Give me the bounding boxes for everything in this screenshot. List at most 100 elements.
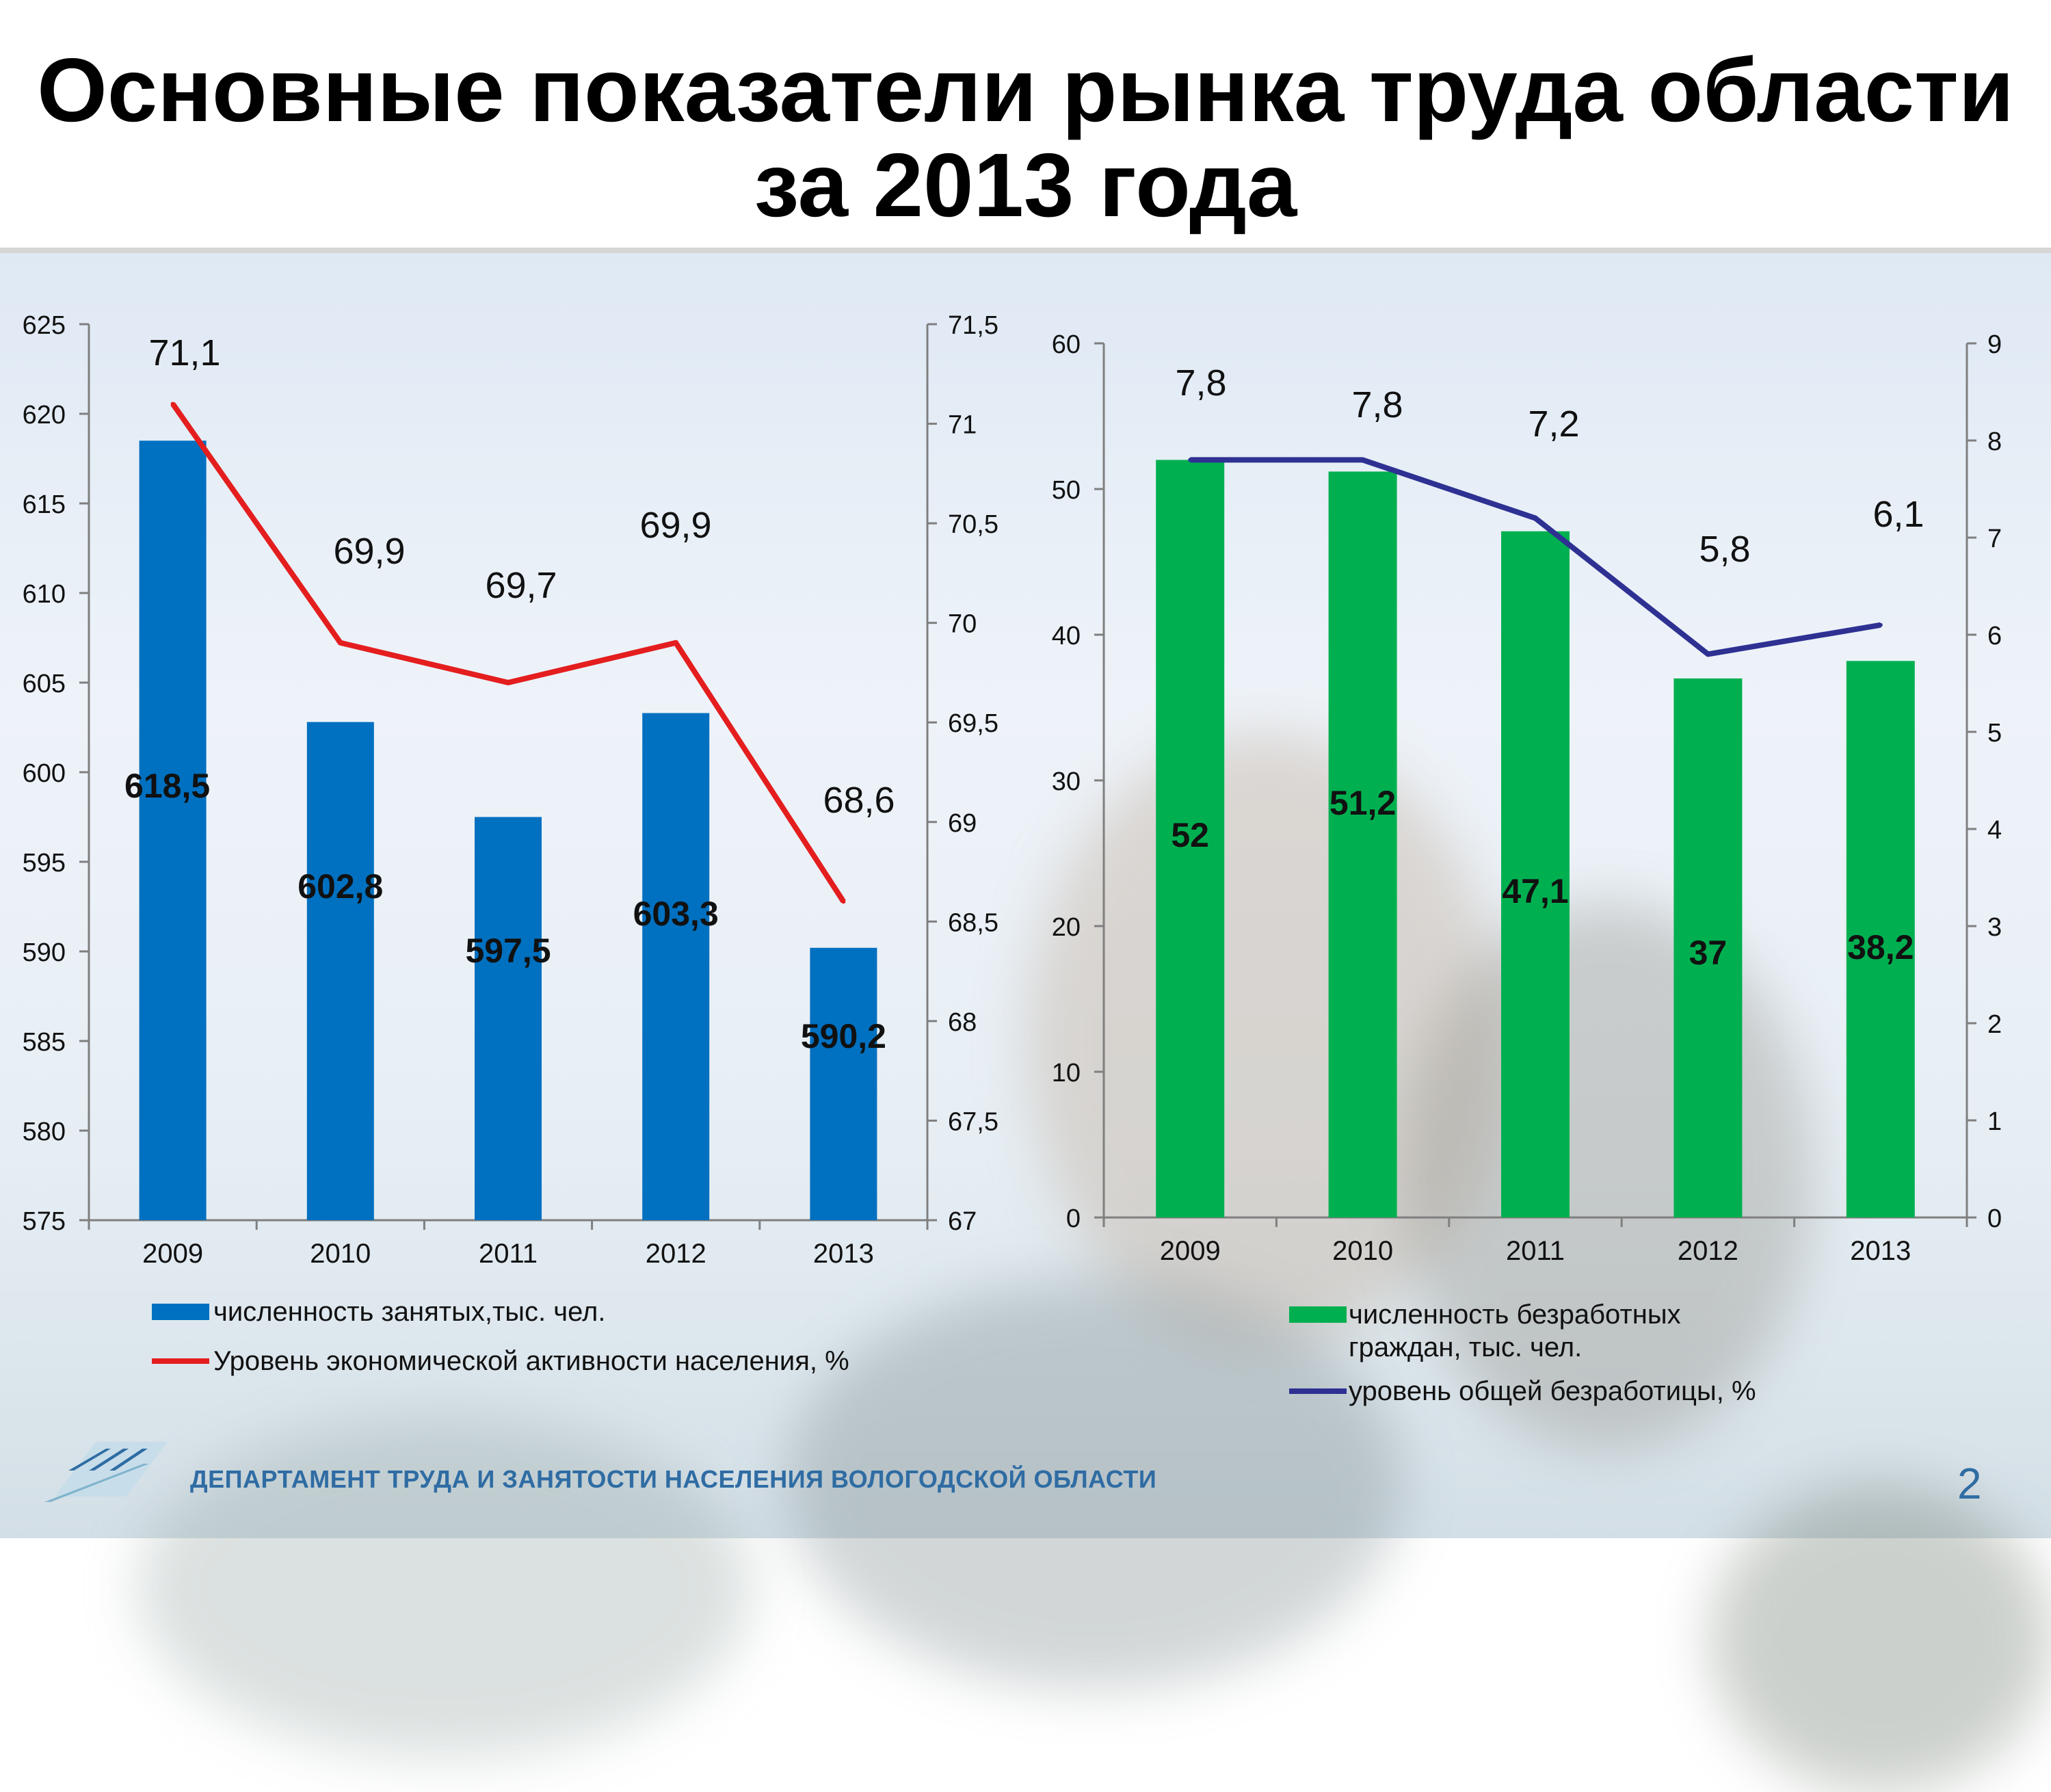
chart1-y-left-tick-label: 580 — [23, 1118, 66, 1146]
chart2-line-value-label: 7,8 — [1351, 384, 1403, 425]
chart1-line-point — [338, 640, 343, 645]
chart2-y-right-tick-label: 4 — [1987, 816, 2002, 845]
chart1-bar — [642, 713, 710, 1220]
chart1-y-right-tick-label: 71 — [948, 411, 977, 440]
legend-swatch-unemployed — [1289, 1306, 1347, 1323]
chart2-bar-value-label: 52 — [1171, 816, 1209, 854]
chart2-y-left-tick-label: 60 — [1052, 330, 1081, 359]
chart1-x-tick-label: 2010 — [310, 1239, 371, 1269]
background-photo-blur — [1402, 903, 1812, 1450]
chart2-y-right-tick-label: 3 — [1987, 913, 2002, 942]
chart2-line-point — [1360, 458, 1365, 462]
chart2-y-right-tick-label: 7 — [1987, 525, 2002, 553]
chart1-y-left-tick-label: 620 — [23, 401, 66, 430]
chart1-bar-value-label: 603,3 — [633, 895, 719, 933]
slide-header: Основные показатели рынка труда области … — [0, 0, 2051, 248]
chart2-y-right-tick-label: 2 — [1987, 1010, 2002, 1039]
legend-label-unemployment-rate: уровень общей безработицы, % — [1349, 1376, 1756, 1406]
header-divider — [0, 248, 2051, 253]
chart2-y-left-tick-label: 40 — [1052, 622, 1081, 650]
chart1-line-point — [674, 640, 678, 645]
chart1-y-right-tick-label: 71,5 — [948, 311, 998, 340]
chart1-bar — [475, 817, 542, 1220]
chart1-y-left-tick-label: 625 — [23, 311, 66, 340]
chart1-x-tick-label: 2009 — [142, 1239, 203, 1269]
chart2-bar-value-label: 47,1 — [1502, 872, 1568, 910]
chart1-y-right-tick-label: 70 — [948, 610, 977, 639]
chart1-y-left-tick-label: 585 — [23, 1028, 66, 1057]
chart1-bar — [810, 947, 877, 1220]
legend-label-employed: численность занятых,тыс. чел. — [213, 1297, 606, 1327]
chart2-line-value-label: 7,2 — [1528, 404, 1579, 445]
chart2-line-point — [1878, 622, 1883, 627]
legend-label-unemployed-line-1: численность безработных — [1349, 1300, 1681, 1330]
chart1-x-tick-label: 2013 — [813, 1239, 874, 1269]
legend-swatch-unemployment-rate — [1289, 1388, 1347, 1394]
slide-title-line-1: Основные показатели рынка труда области — [37, 40, 2014, 140]
chart2-line-value-label: 6,1 — [1873, 494, 1924, 535]
chart1-line-value-label: 69,7 — [485, 565, 557, 606]
chart1-y-left-tick-label: 590 — [23, 938, 66, 967]
chart2-bar — [1846, 661, 1915, 1217]
chart1-y-right-tick-label: 67,5 — [948, 1107, 998, 1136]
chart1-bar-value-label: 602,8 — [297, 867, 383, 906]
chart2-bar — [1328, 471, 1397, 1218]
chart1-line-value-label: 69,9 — [333, 531, 405, 572]
chart2-line-value-label: 5,8 — [1699, 529, 1750, 570]
chart2-line-point — [1188, 458, 1193, 462]
chart2-bar — [1156, 460, 1225, 1217]
chart2-x-tick-label: 2011 — [1506, 1236, 1565, 1266]
slide-title-line-2: за 2013 года — [754, 135, 1297, 235]
chart1-x-tick-label: 2012 — [646, 1239, 706, 1269]
chart1-y-left-tick-label: 600 — [23, 759, 66, 788]
chart1-y-right-tick-label: 68,5 — [948, 908, 998, 937]
legend-swatch-activity — [152, 1358, 209, 1364]
chart1-x-tick-label: 2011 — [479, 1239, 538, 1269]
chart1-line-point — [841, 899, 846, 904]
chart2-x-tick-label: 2010 — [1332, 1236, 1393, 1266]
chart2-y-right-tick-label: 1 — [1987, 1107, 2002, 1136]
chart1-y-right-tick-label: 67 — [948, 1207, 977, 1236]
chart2-y-left-tick-label: 0 — [1066, 1204, 1081, 1233]
chart1-y-left-tick-label: 610 — [23, 580, 66, 609]
chart2-y-left-tick-label: 10 — [1052, 1059, 1081, 1088]
chart2-y-right-tick-label: 5 — [1987, 719, 2002, 748]
page-number: 2 — [1957, 1459, 1982, 1508]
chart2-line-point — [1706, 652, 1710, 657]
legend-label-activity: Уровень экономической активности населен… — [213, 1346, 849, 1376]
chart1-line-point — [170, 401, 175, 406]
chart2-bar — [1501, 531, 1570, 1217]
chart2-x-tick-label: 2013 — [1850, 1236, 1911, 1266]
chart2-line-value-label: 7,8 — [1175, 363, 1226, 404]
chart1-line-value-label: 71,1 — [148, 332, 220, 373]
chart2-y-left-tick-label: 30 — [1052, 767, 1081, 796]
chart1-y-right-tick-label: 69 — [948, 809, 977, 838]
chart2-y-right-tick-label: 9 — [1987, 330, 2002, 359]
chart1-line-value-label: 68,6 — [823, 780, 895, 821]
chart2-bar-value-label: 37 — [1689, 934, 1728, 972]
chart1-bar-value-label: 618,5 — [124, 767, 210, 805]
chart2-y-left-tick-label: 20 — [1052, 913, 1081, 942]
legend-label-unemployed-line-2: граждан, тыс. чел. — [1349, 1332, 1583, 1362]
charts-canvas: 5755805855905956006056106156206256767,56… — [23, 311, 2002, 1269]
chart1-bar-value-label: 590,2 — [801, 1017, 886, 1055]
chart2-y-right-tick-label: 8 — [1987, 427, 2002, 456]
background-photo-blur — [1026, 732, 1505, 1347]
footer-department-name: ДЕПАРТАМЕНТ ТРУДА И ЗАНЯТОСТИ НАСЕЛЕНИЯ … — [190, 1465, 1157, 1493]
chart1-y-right-tick-label: 69,5 — [948, 709, 998, 738]
chart2-y-left-tick-label: 50 — [1052, 476, 1081, 505]
chart2-bar — [1673, 678, 1743, 1217]
chart1-y-left-tick-label: 575 — [23, 1207, 66, 1236]
chart2-bar-value-label: 38,2 — [1847, 928, 1914, 966]
chart1-y-right-tick-label: 68 — [948, 1008, 977, 1037]
chart2-y-right-tick-label: 6 — [1987, 622, 2002, 650]
chart1-y-left-tick-label: 605 — [23, 670, 66, 698]
chart1-bar — [306, 722, 374, 1220]
chart1-line-value-label: 69,9 — [639, 505, 711, 546]
chart2-x-tick-label: 2009 — [1160, 1236, 1221, 1266]
chart1-y-left-tick-label: 595 — [23, 849, 66, 878]
chart2-x-tick-label: 2012 — [1678, 1236, 1738, 1266]
chart1-bar-value-label: 597,5 — [465, 932, 551, 970]
legend-swatch-employed — [152, 1304, 209, 1320]
chart2-line-point — [1533, 516, 1537, 521]
